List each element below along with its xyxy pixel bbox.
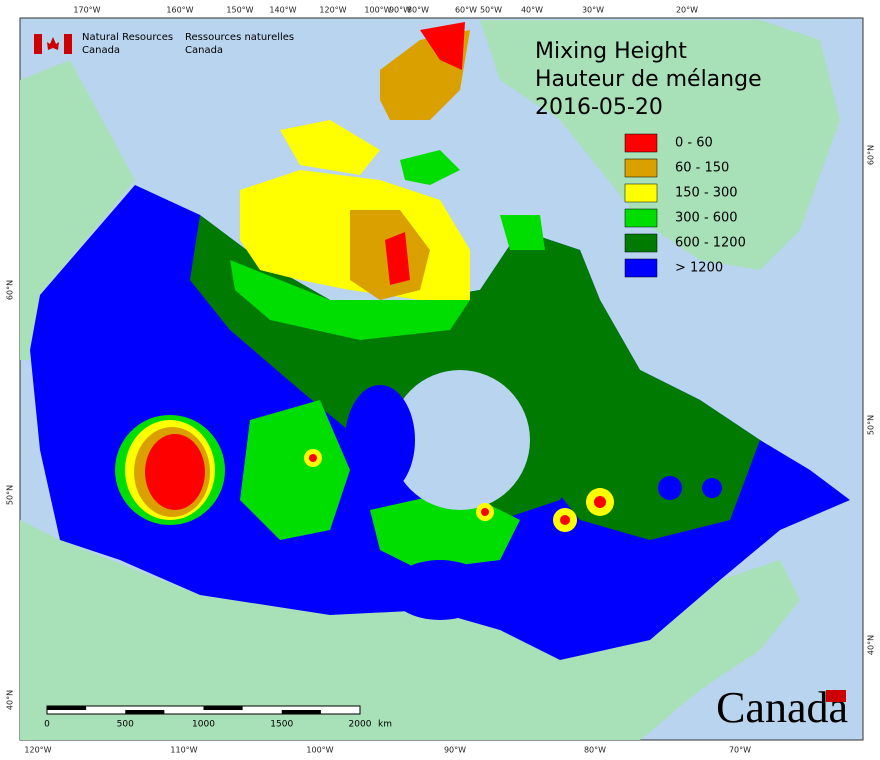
graticule-label: 60°N bbox=[867, 145, 876, 165]
united-states bbox=[20, 520, 800, 740]
agency-fr: Canada bbox=[185, 45, 223, 56]
graticule-label: 20°W bbox=[676, 6, 698, 15]
zone-300-600 bbox=[230, 260, 470, 340]
graticule-label: 40°N bbox=[6, 690, 15, 710]
zone-300-600 bbox=[400, 150, 460, 185]
graticule-label: 60°N bbox=[6, 280, 15, 300]
zone-gt-1200 bbox=[345, 385, 415, 495]
zone-gt-1200 bbox=[702, 478, 722, 498]
scale-segment bbox=[125, 710, 165, 714]
legend-swatch bbox=[624, 183, 658, 203]
graticule-label: 80°W bbox=[584, 746, 606, 755]
legend-swatch bbox=[624, 233, 658, 253]
graticule-label: 100°W bbox=[364, 6, 391, 15]
scale-label: 2000 bbox=[349, 720, 372, 730]
agency-en: Canada bbox=[82, 45, 120, 56]
scale-label: 500 bbox=[117, 720, 134, 730]
scale-unit: km bbox=[378, 720, 392, 730]
zone-0-60 bbox=[385, 232, 410, 285]
agency-fr: Ressources naturelles bbox=[185, 32, 294, 43]
legend-label: 0 - 60 bbox=[675, 136, 713, 151]
zone-0-60 bbox=[481, 508, 489, 516]
scale-segment bbox=[47, 706, 87, 710]
title: Hauteur de mélange bbox=[535, 67, 762, 92]
title: Mixing Height bbox=[535, 39, 687, 64]
graticule-label: 30°W bbox=[582, 6, 604, 15]
legend-swatch bbox=[624, 158, 658, 178]
graticule-label: 90°W bbox=[389, 6, 411, 15]
graticule-label: 40°N bbox=[867, 635, 876, 655]
legend-label: 600 - 1200 bbox=[675, 236, 746, 251]
legend: 0 - 60 60 - 150 150 - 300 300 - 600 600 - 12… bbox=[624, 133, 746, 278]
zone-gt-1200 bbox=[390, 560, 490, 620]
zone-gt-1200 bbox=[658, 476, 682, 500]
scale-label: 0 bbox=[44, 720, 50, 730]
graticule-label: 110°W bbox=[170, 746, 197, 755]
hudson-bay bbox=[390, 370, 530, 510]
zone-0-60 bbox=[594, 496, 606, 508]
legend-swatch bbox=[624, 133, 658, 153]
flag-leaf bbox=[47, 37, 59, 50]
legend-label: 150 - 300 bbox=[675, 186, 738, 201]
zone-150-300 bbox=[280, 120, 380, 175]
graticule-label: 120°W bbox=[24, 746, 51, 755]
graticule: 170°W 160°W 150°W 140°W 120°W 100°W90°W80°W 60… bbox=[6, 6, 876, 755]
scale-segment bbox=[203, 706, 243, 710]
zone-300-600 bbox=[240, 400, 350, 540]
graticule-label: 100°W bbox=[306, 746, 333, 755]
legend-label: 300 - 600 bbox=[675, 211, 738, 226]
title: 2016-05-20 bbox=[535, 95, 663, 120]
zone-0-60 bbox=[560, 515, 570, 525]
legend-label: 60 - 150 bbox=[675, 161, 729, 176]
graticule-label: 140°W bbox=[269, 6, 296, 15]
graticule-label: 120°W bbox=[319, 6, 346, 15]
scale-label: 1500 bbox=[270, 720, 293, 730]
wordmark-flag bbox=[826, 690, 846, 702]
legend-swatch bbox=[624, 258, 658, 278]
flag-bar bbox=[64, 34, 72, 54]
graticule-label: 50°W bbox=[480, 6, 502, 15]
zone-gt-1200 bbox=[520, 540, 660, 640]
graticule-label: 90°W bbox=[444, 746, 466, 755]
graticule-label: 70°W bbox=[729, 746, 751, 755]
scale-segment bbox=[281, 710, 321, 714]
zone-0-60 bbox=[420, 22, 465, 70]
scale-bar: 0 500 1000 1500 2000 km bbox=[44, 705, 392, 730]
graticule-label: 60°W bbox=[455, 6, 477, 15]
legend-swatch bbox=[624, 208, 658, 228]
graticule-label: 50°N bbox=[6, 485, 15, 505]
scale-label: 1000 bbox=[192, 720, 215, 730]
legend-label: > 1200 bbox=[675, 261, 723, 276]
alaska bbox=[20, 60, 135, 360]
greenland bbox=[480, 20, 840, 270]
graticule-label: 50°N bbox=[867, 415, 876, 435]
graticule-label: 160°W bbox=[166, 6, 193, 15]
graticule-label: 40°W bbox=[521, 6, 543, 15]
zone-300-600 bbox=[500, 215, 545, 250]
flag-bar bbox=[34, 34, 42, 54]
graticule-label: 150°W bbox=[226, 6, 253, 15]
graticule-label: 80°W bbox=[407, 6, 429, 15]
graticule-label: 170°W bbox=[73, 6, 100, 15]
agency-en: Natural Resources bbox=[82, 32, 173, 43]
zone-0-60 bbox=[309, 454, 317, 462]
zone-0-60 bbox=[145, 434, 205, 510]
